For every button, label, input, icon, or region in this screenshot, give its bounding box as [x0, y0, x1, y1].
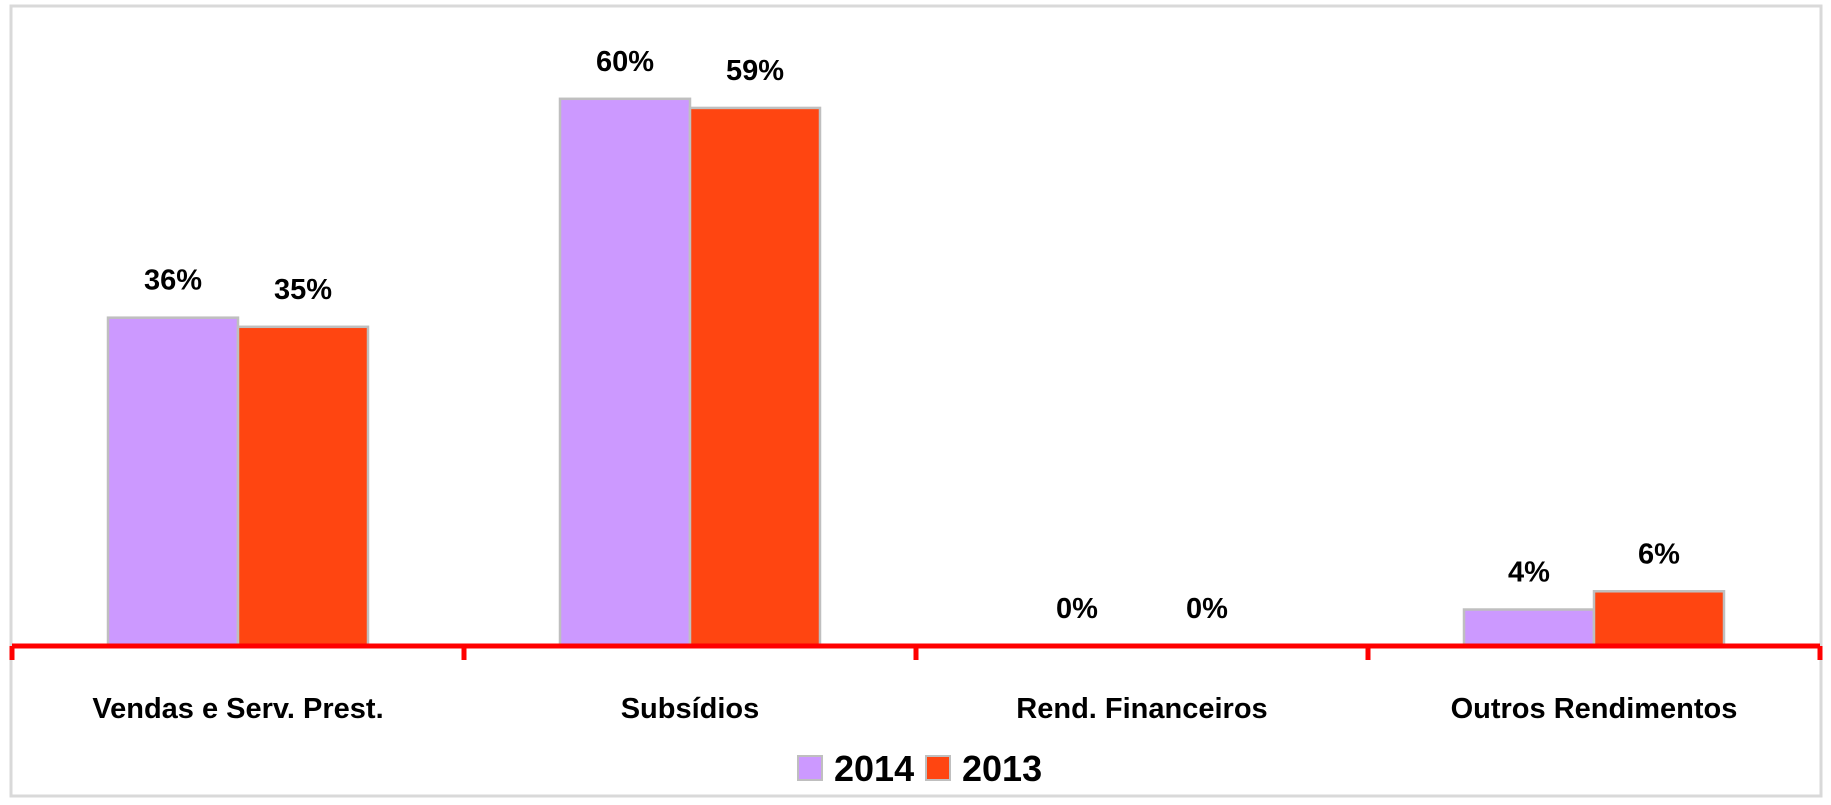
bar-2013-1: [688, 106, 822, 648]
legend-label-2013: 2013: [962, 748, 1042, 789]
bar-2014-1: [558, 97, 692, 648]
data-label-2014-0: 36%: [144, 265, 202, 297]
bar-2014-3: [1462, 608, 1596, 648]
category-labels: Vendas e Serv. Prest. Subsídios Rend. Fina…: [92, 693, 1737, 725]
legend-label-2014: 2014: [834, 748, 914, 789]
category-label-3: Outros Rendimentos: [1451, 693, 1738, 725]
bar-2014-0: [106, 316, 240, 648]
bar-2013-0: [236, 325, 370, 648]
bar-2013-3: [1592, 590, 1726, 648]
bars-layer: [106, 97, 1726, 648]
category-label-2: Rend. Financeiros: [1016, 693, 1267, 725]
legend-swatch-2014: [797, 755, 823, 781]
data-label-2013-0: 35%: [274, 274, 332, 306]
legend: 2014 2013: [797, 748, 1042, 789]
data-labels-layer: 36% 35% 60% 59% 0% 0% 4% 6%: [144, 46, 1680, 625]
data-label-2014-2: 0%: [1056, 593, 1098, 625]
data-label-2014-1: 60%: [596, 46, 654, 78]
category-label-0: Vendas e Serv. Prest.: [92, 693, 383, 725]
data-label-2013-1: 59%: [726, 55, 784, 87]
data-label-2013-3: 6%: [1638, 538, 1680, 570]
data-label-2013-2: 0%: [1186, 593, 1228, 625]
x-axis: [9, 643, 1823, 660]
legend-swatch-2013: [925, 755, 951, 781]
data-label-2014-3: 4%: [1508, 557, 1550, 589]
category-label-1: Subsídios: [621, 693, 760, 725]
